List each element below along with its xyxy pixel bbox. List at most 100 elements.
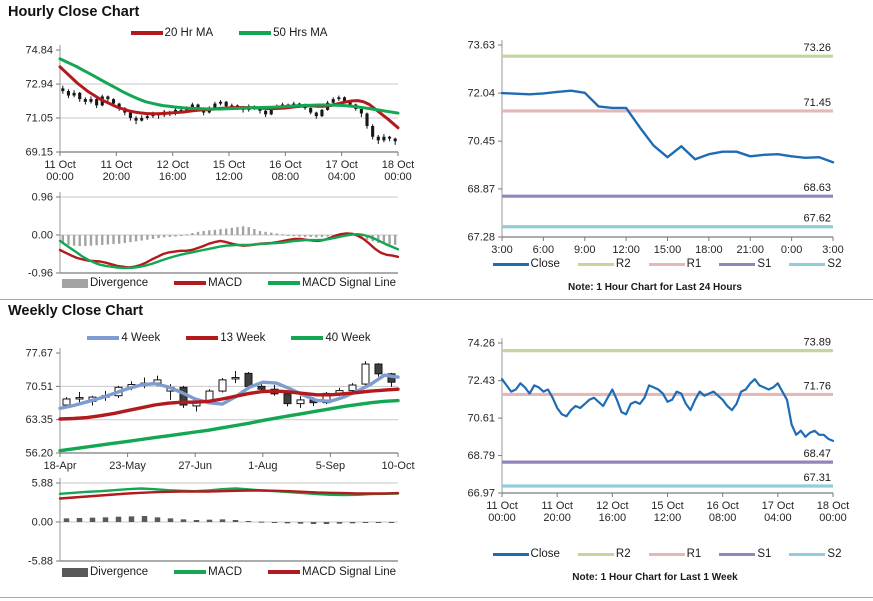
legend-item-r1: R1 bbox=[648, 548, 702, 560]
svg-text:0:00: 0:00 bbox=[781, 244, 802, 256]
section-divider-bottom bbox=[0, 597, 873, 598]
svg-text:12:00: 12:00 bbox=[215, 171, 243, 183]
legend-item-s1: S1 bbox=[719, 258, 771, 270]
svg-text:0.00: 0.00 bbox=[32, 230, 53, 242]
legend-label: 40 Week bbox=[325, 332, 371, 344]
svg-text:5-Sep: 5-Sep bbox=[316, 460, 345, 472]
svg-text:3:00: 3:00 bbox=[822, 244, 843, 256]
svg-text:3:00: 3:00 bbox=[491, 244, 512, 256]
legend-label: MACD Signal Line bbox=[302, 277, 396, 289]
svg-text:18 Oct: 18 Oct bbox=[382, 159, 414, 171]
legend-swatch bbox=[268, 281, 301, 285]
legend-swatch bbox=[648, 552, 685, 556]
weekly-close-chart-section: Weekly Close Chart 4 Week 13 Week 40 Week … bbox=[0, 302, 437, 597]
legend-swatch bbox=[492, 552, 529, 556]
legend-label: Divergence bbox=[89, 277, 149, 289]
svg-text:74.84: 74.84 bbox=[25, 45, 53, 57]
hourly-macd-chart: 0.96 0.00 -0.96 bbox=[28, 192, 400, 280]
weekly-sr-legend: Close R2 R1 S1 S2 bbox=[467, 548, 867, 560]
svg-text:27-Jun: 27-Jun bbox=[178, 460, 212, 472]
legend-label: 13 Week bbox=[220, 332, 266, 344]
legend-item-4-week: 4 Week bbox=[87, 332, 160, 344]
svg-text:23-May: 23-May bbox=[109, 460, 146, 472]
svg-text:73.26: 73.26 bbox=[803, 42, 831, 54]
weekly-macd-legend: Divergence MACD MACD Signal Line bbox=[60, 566, 398, 578]
svg-text:67.28: 67.28 bbox=[467, 232, 495, 244]
legend-swatch bbox=[789, 552, 826, 556]
legend-swatch bbox=[61, 278, 88, 288]
legend-swatch bbox=[174, 281, 207, 285]
legend-swatch bbox=[186, 336, 219, 340]
svg-text:73.89: 73.89 bbox=[803, 337, 831, 349]
svg-text:08:00: 08:00 bbox=[709, 512, 737, 524]
svg-text:0.96: 0.96 bbox=[32, 192, 53, 204]
hourly-chart-title: Hourly Close Chart bbox=[8, 4, 140, 20]
svg-text:17 Oct: 17 Oct bbox=[762, 500, 794, 512]
svg-text:72.04: 72.04 bbox=[467, 88, 495, 100]
legend-label: S1 bbox=[757, 548, 772, 560]
legend-label: MACD bbox=[208, 566, 243, 578]
svg-text:08:00: 08:00 bbox=[272, 171, 300, 183]
legend-item-macd: MACD bbox=[174, 277, 242, 289]
legend-label: R1 bbox=[686, 548, 702, 560]
legend-swatch bbox=[577, 552, 614, 556]
legend-item-macd: MACD bbox=[174, 566, 242, 578]
legend-swatch bbox=[268, 570, 301, 574]
legend-label: R2 bbox=[615, 548, 631, 560]
svg-text:71.05: 71.05 bbox=[25, 112, 53, 124]
svg-text:16 Oct: 16 Oct bbox=[706, 500, 738, 512]
svg-text:6:00: 6:00 bbox=[533, 244, 554, 256]
legend-item-s2: S2 bbox=[789, 258, 841, 270]
legend-label: S1 bbox=[757, 258, 772, 270]
svg-text:56.20: 56.20 bbox=[25, 448, 53, 460]
svg-text:69.15: 69.15 bbox=[25, 147, 53, 159]
legend-label: MACD bbox=[208, 277, 243, 289]
svg-text:04:00: 04:00 bbox=[764, 512, 792, 524]
svg-text:00:00: 00:00 bbox=[46, 171, 74, 183]
legend-item-r1: R1 bbox=[648, 258, 701, 270]
legend-label: S2 bbox=[827, 258, 842, 270]
svg-text:68.47: 68.47 bbox=[803, 448, 831, 460]
legend-swatch bbox=[130, 31, 163, 35]
svg-text:0.00: 0.00 bbox=[32, 517, 53, 529]
legend-item-s1: S1 bbox=[719, 548, 771, 560]
svg-text:11 Oct: 11 Oct bbox=[101, 159, 133, 171]
svg-text:16 Oct: 16 Oct bbox=[269, 159, 301, 171]
svg-text:16:00: 16:00 bbox=[159, 171, 187, 183]
weekly-macd-chart: 5.88 0.00 -5.88 bbox=[28, 478, 400, 568]
svg-text:12:00: 12:00 bbox=[654, 512, 682, 524]
svg-text:71.76: 71.76 bbox=[803, 380, 831, 392]
svg-text:73.63: 73.63 bbox=[467, 40, 495, 52]
svg-text:1-Aug: 1-Aug bbox=[248, 460, 277, 472]
weekly-sr-note: Note: 1 Hour Chart for Last 1 Week bbox=[572, 572, 738, 583]
svg-text:74.26: 74.26 bbox=[467, 338, 495, 350]
svg-text:-5.88: -5.88 bbox=[28, 556, 53, 568]
legend-label: Close bbox=[530, 548, 560, 560]
svg-text:70.45: 70.45 bbox=[467, 136, 495, 148]
legend-label: MACD Signal Line bbox=[302, 566, 396, 578]
section-divider-middle bbox=[0, 299, 873, 300]
svg-text:12 Oct: 12 Oct bbox=[156, 159, 188, 171]
legend-swatch bbox=[87, 336, 120, 340]
svg-text:11 Oct: 11 Oct bbox=[44, 159, 76, 171]
svg-text:15 Oct: 15 Oct bbox=[651, 500, 683, 512]
legend-swatch bbox=[239, 31, 272, 35]
hourly-close-chart-section: Hourly Close Chart 20 Hr MA 50 Hrs MA 74.… bbox=[0, 0, 437, 299]
legend-label: Divergence bbox=[89, 566, 149, 578]
legend-item-r2: R2 bbox=[577, 258, 631, 270]
svg-text:72.43: 72.43 bbox=[467, 375, 495, 387]
svg-text:16:00: 16:00 bbox=[599, 512, 627, 524]
svg-text:12 Oct: 12 Oct bbox=[596, 500, 628, 512]
legend-swatch bbox=[492, 262, 529, 266]
legend-label: Close bbox=[530, 258, 560, 270]
weekly-chart-title: Weekly Close Chart bbox=[8, 303, 144, 319]
svg-text:77.67: 77.67 bbox=[25, 348, 53, 360]
svg-text:10-Oct: 10-Oct bbox=[381, 460, 414, 472]
svg-text:21:00: 21:00 bbox=[736, 244, 764, 256]
svg-text:70.51: 70.51 bbox=[25, 381, 53, 393]
